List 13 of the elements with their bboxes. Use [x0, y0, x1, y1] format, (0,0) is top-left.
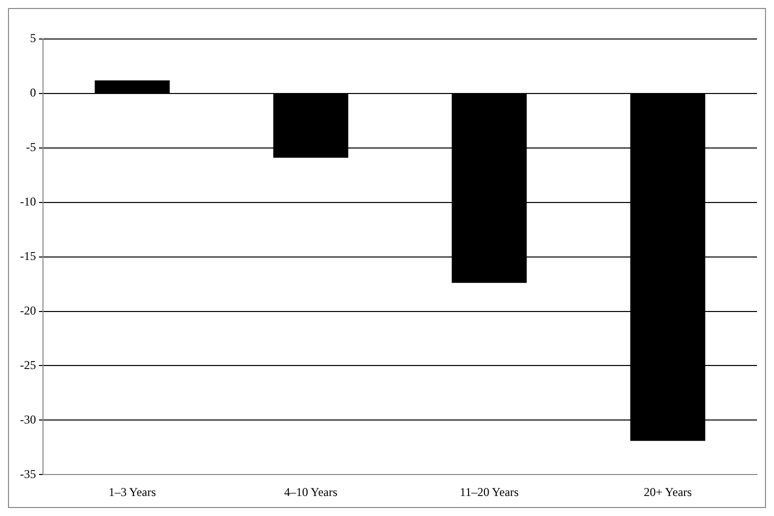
y-tick-label: -25: [20, 358, 36, 372]
y-tick-label: 5: [30, 31, 36, 46]
x-tick-label: 4–10 Years: [284, 484, 338, 499]
x-tick-label: 11–20 Years: [460, 484, 520, 499]
y-tick-label: -10: [20, 194, 36, 209]
x-tick-label: 20+ Years: [644, 484, 692, 499]
y-tick-label: -20: [20, 303, 36, 318]
y-tick-label: 0: [30, 86, 36, 100]
y-tick-label: -30: [20, 412, 36, 426]
y-tick-label: -35: [20, 466, 36, 481]
y-tick-label: -15: [20, 248, 36, 263]
x-tick-label: 1–3 Years: [108, 484, 156, 499]
y-tick-label: -5: [26, 140, 36, 154]
